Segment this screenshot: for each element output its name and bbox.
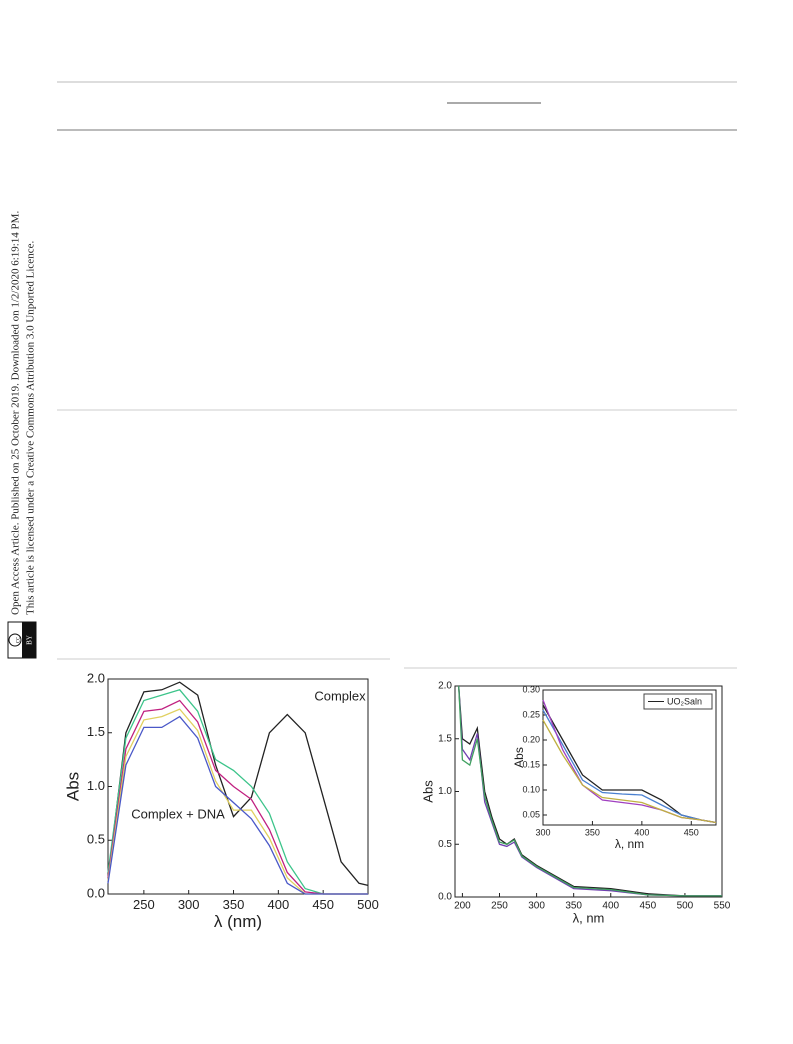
legend-label: UO₂Saln: [667, 696, 702, 706]
cc-icon: [8, 633, 22, 647]
annotation: Complex + DNA: [131, 806, 225, 821]
x-tick-label: 300: [535, 827, 550, 837]
y-axis-label: Abs: [64, 772, 83, 801]
x-tick-label: 300: [528, 901, 545, 912]
cc-badge: [22, 622, 36, 658]
y-tick-label: 1.0: [87, 778, 105, 793]
y-tick-label: 0.30: [522, 684, 540, 694]
y-tick-label: 1.5: [438, 733, 452, 744]
x-tick-label: 300: [178, 897, 200, 912]
x-tick-label: 350: [565, 901, 582, 912]
y-tick-label: 0.0: [87, 885, 105, 900]
plot-area: [107, 678, 369, 895]
x-tick-label: 350: [223, 897, 245, 912]
y-axis-label: Abs: [420, 780, 435, 803]
legend-box: [643, 693, 713, 710]
x-tick-label: 450: [684, 827, 699, 837]
cc-text: cc: [14, 637, 22, 643]
y-tick-label: 0.15: [522, 759, 540, 769]
license-line: This article is licensed under a Creativ…: [25, 241, 37, 615]
plot-area: [542, 689, 717, 826]
x-tick-label: 400: [634, 827, 649, 837]
y-tick-label: 0.10: [522, 784, 540, 794]
x-tick-label: 450: [312, 897, 334, 912]
y-tick-label: 0.20: [522, 734, 540, 744]
by-text: BY: [26, 635, 34, 645]
y-tick-label: 0.0: [438, 892, 452, 903]
series-line: [107, 715, 368, 895]
series-line: [458, 685, 722, 897]
license-line: Open Access Article. Published on 25 Oct…: [10, 211, 22, 615]
y-tick-label: 0.05: [522, 809, 540, 819]
x-axis-label: λ, nm: [615, 837, 644, 851]
y-tick-label: 0.5: [438, 839, 452, 850]
y-tick-label: 0.25: [522, 709, 540, 719]
series-line: [542, 719, 717, 824]
y-tick-label: 1.5: [87, 724, 105, 739]
x-tick-label: 400: [267, 897, 289, 912]
y-tick-label: 0.5: [87, 832, 105, 847]
x-axis-label: λ, nm: [573, 910, 605, 925]
x-tick-label: 400: [602, 901, 619, 912]
series-line: [542, 709, 717, 824]
x-tick-label: 350: [585, 827, 600, 837]
x-tick-label: 550: [714, 901, 731, 912]
x-tick-label: 500: [357, 897, 379, 912]
series-line: [107, 681, 369, 887]
y-tick-label: 1.0: [438, 786, 452, 797]
x-axis-label: λ (nm): [214, 912, 262, 931]
license: Open Access Article. Published on 25 Oct…: [7, 211, 37, 659]
annotation: Complex: [314, 688, 366, 703]
x-tick-label: 250: [491, 901, 508, 912]
x-tick-label: 450: [639, 901, 656, 912]
x-tick-label: 200: [454, 901, 471, 912]
y-axis-label: Abs: [512, 747, 526, 768]
y-tick-label: 2.0: [438, 681, 452, 692]
x-tick-label: 500: [677, 901, 694, 912]
y-tick-label: 2.0: [87, 670, 105, 685]
x-tick-label: 250: [133, 897, 155, 912]
